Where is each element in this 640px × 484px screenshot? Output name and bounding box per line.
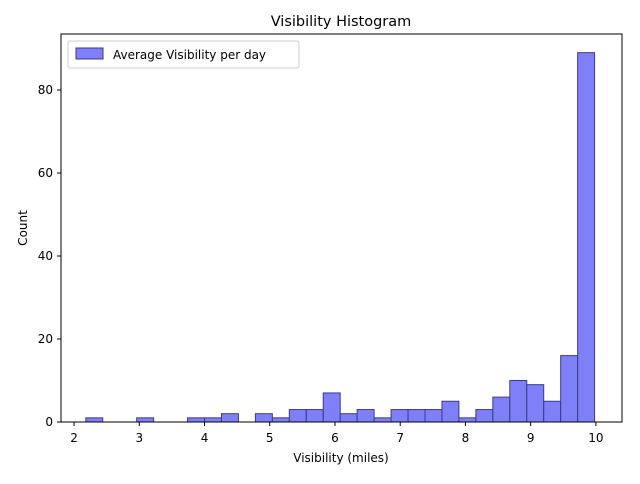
histogram-bar [509, 380, 528, 423]
histogram-bar [356, 409, 375, 423]
legend-swatch [75, 47, 104, 60]
x-axis-ticks: 2 3 4 5 6 7 8 9 10 [70, 422, 604, 445]
histogram-bar [492, 396, 511, 423]
histogram-bar [475, 409, 494, 423]
x-tick-label: 2 [70, 431, 78, 445]
legend-frame [67, 40, 300, 69]
chart-title: Visibility Histogram [271, 14, 412, 30]
x-tick-label: 5 [266, 431, 274, 445]
histogram-bar [577, 52, 596, 423]
histogram-bar [305, 409, 324, 423]
histogram-bar [220, 413, 239, 423]
histogram-bar [390, 409, 409, 423]
histogram-bar [136, 417, 155, 423]
histogram-bar [543, 400, 562, 423]
histogram-bar [288, 409, 307, 423]
x-tick-label: 9 [527, 431, 535, 445]
histogram-bar [407, 409, 426, 423]
x-tick-label: 3 [135, 431, 143, 445]
y-axis-ticks: 0 20 40 60 80 [38, 83, 61, 429]
histogram-bar [560, 355, 579, 423]
histogram-bar [526, 384, 545, 423]
histogram-bar [271, 417, 290, 423]
histogram-bar [339, 413, 358, 423]
histogram-bar [204, 417, 222, 423]
y-tick-label: 60 [38, 166, 53, 180]
histogram-bar [254, 413, 273, 423]
histogram-bar [373, 417, 392, 423]
legend: Average Visibility per day [67, 40, 300, 69]
y-tick-label: 20 [38, 332, 53, 346]
x-tick-label: 8 [462, 431, 470, 445]
bars-group [85, 52, 596, 423]
histogram-bar [187, 417, 206, 423]
x-tick-label: 4 [201, 431, 209, 445]
x-tick-label: 6 [331, 431, 339, 445]
x-tick-label: 10 [588, 431, 603, 445]
histogram-bar [424, 409, 443, 423]
histogram-bar [458, 417, 477, 423]
histogram-bar [85, 417, 104, 423]
histogram-bar [441, 400, 460, 423]
x-tick-label: 7 [396, 431, 404, 445]
axes-frame [60, 33, 623, 423]
y-axis-label: Count [16, 210, 30, 246]
y-tick-label: 80 [38, 83, 53, 97]
x-axis-label: Visibility (miles) [293, 451, 388, 465]
y-tick-label: 40 [38, 249, 53, 263]
legend-label: Average Visibility per day [113, 48, 266, 62]
y-tick-label: 0 [45, 415, 53, 429]
histogram-bar [322, 392, 341, 423]
